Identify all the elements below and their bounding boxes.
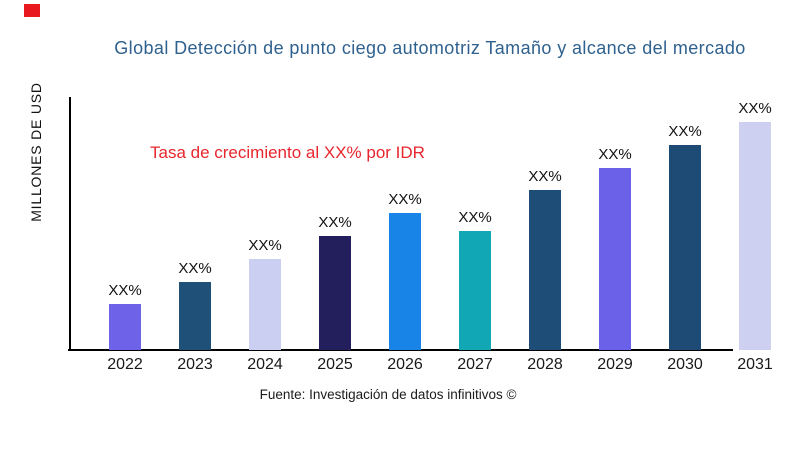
bar-value-label-2022: XX% <box>108 282 142 299</box>
x-axis-line <box>68 349 733 351</box>
bar-2022 <box>109 304 141 350</box>
bar-value-label-2023: XX% <box>178 260 212 277</box>
bar-2025 <box>319 236 351 350</box>
bar-2031 <box>739 122 771 350</box>
x-tick-label-2024: 2024 <box>247 356 283 373</box>
bar-value-label-2024: XX% <box>248 237 282 254</box>
x-tick-label-2027: 2027 <box>457 356 493 373</box>
bar-value-label-2030: XX% <box>668 123 702 140</box>
x-tick-label-2025: 2025 <box>317 356 353 373</box>
bar-2028 <box>529 190 561 350</box>
x-tick-label-2022: 2022 <box>107 356 143 373</box>
bar-value-label-2028: XX% <box>528 168 562 185</box>
bar-2027 <box>459 231 491 350</box>
x-tick-label-2030: 2030 <box>667 356 703 373</box>
red-square-logo-mark <box>24 4 40 17</box>
bar-2029 <box>599 168 631 350</box>
bar-value-label-2029: XX% <box>598 146 632 163</box>
bar-value-label-2026: XX% <box>388 191 422 208</box>
x-tick-label-2028: 2028 <box>527 356 563 373</box>
x-tick-label-2023: 2023 <box>177 356 213 373</box>
bar-value-label-2031: XX% <box>738 100 772 117</box>
bar-value-label-2027: XX% <box>458 209 492 226</box>
x-tick-label-2031: 2031 <box>737 356 773 373</box>
growth-rate-annotation: Tasa de crecimiento al XX% por IDR <box>150 143 425 162</box>
bar-2023 <box>179 282 211 350</box>
y-axis-line <box>69 97 71 351</box>
source-footer: Fuente: Investigación de datos infinitiv… <box>259 387 517 402</box>
bar-2026 <box>389 213 421 350</box>
bar-value-label-2025: XX% <box>318 214 352 231</box>
bar-2024 <box>249 259 281 350</box>
chart-title: Global Detección de punto ciego automotr… <box>114 38 746 58</box>
x-tick-label-2029: 2029 <box>597 356 633 373</box>
bar-2030 <box>669 145 701 350</box>
x-tick-label-2026: 2026 <box>387 356 423 373</box>
